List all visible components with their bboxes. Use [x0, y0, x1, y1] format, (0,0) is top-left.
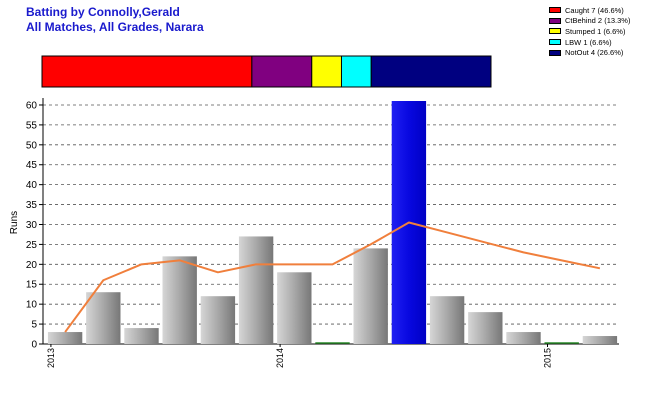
bar [86, 292, 121, 344]
legend-item: NotOut 4 (26.6%) [549, 47, 630, 58]
bar [468, 312, 503, 344]
legend-swatch [549, 49, 561, 56]
y-tick-label: 45 [26, 160, 38, 171]
bar [124, 328, 159, 344]
legend-swatch [549, 39, 561, 46]
legend-swatch [549, 28, 561, 35]
y-tick-label: 30 [26, 220, 38, 231]
dismissal-segment-lbw [340, 55, 372, 88]
y-tick-label: 5 [31, 320, 37, 331]
legend-swatch [549, 7, 561, 14]
dismissal-segment-notout [370, 55, 492, 88]
legend-item: LBW 1 (6.6%) [549, 37, 630, 48]
legend-label: Caught 7 (46.6%) [565, 5, 624, 15]
bar [238, 236, 274, 344]
y-tick-label: 10 [26, 300, 38, 311]
y-tick-label: 50 [26, 140, 38, 151]
legend-item: Caught 7 (46.6%) [549, 5, 630, 16]
legend-item: CtBehind 2 (13.3%) [549, 16, 630, 27]
bar [582, 336, 618, 344]
y-tick-label: 60 [26, 100, 38, 111]
bar [277, 272, 312, 344]
bar [429, 296, 465, 344]
average-line [64, 221, 601, 333]
bar [47, 332, 83, 344]
bar [200, 296, 236, 344]
dismissal-segment-caught [41, 55, 253, 88]
legend-label: LBW 1 (6.6%) [565, 37, 612, 47]
chart-title: Batting by Connolly,Gerald [26, 5, 180, 19]
x-tick-label: 2014 [275, 348, 285, 368]
legend-item: Stumped 1 (6.6%) [549, 26, 630, 37]
bar [162, 256, 197, 344]
y-tick-label: 35 [26, 200, 38, 211]
legend: Caught 7 (46.6%) CtBehind 2 (13.3%) Stumpe… [549, 5, 630, 58]
y-tick-label: 0 [31, 340, 37, 351]
y-tick-label: 20 [26, 260, 38, 271]
dismissal-segment-stumped [311, 55, 342, 88]
legend-swatch [549, 17, 561, 24]
dismissal-segment-ctbehind [251, 55, 313, 88]
y-axis-label: Runs [9, 211, 20, 234]
bar [353, 248, 388, 344]
bar [506, 332, 541, 344]
y-tick-label: 15 [26, 280, 38, 291]
legend-label: CtBehind 2 (13.3%) [565, 16, 631, 26]
legend-label: NotOut 4 (26.6%) [565, 48, 624, 58]
x-tick-label: 2013 [46, 348, 56, 368]
y-tick-label: 25 [26, 240, 38, 251]
y-tick-label: 55 [26, 120, 38, 131]
chart-subtitle: All Matches, All Grades, Narara [26, 20, 204, 34]
x-tick-label: 2015 [543, 348, 553, 368]
y-tick-label: 40 [26, 180, 38, 191]
legend-label: Stumped 1 (6.6%) [565, 26, 626, 36]
